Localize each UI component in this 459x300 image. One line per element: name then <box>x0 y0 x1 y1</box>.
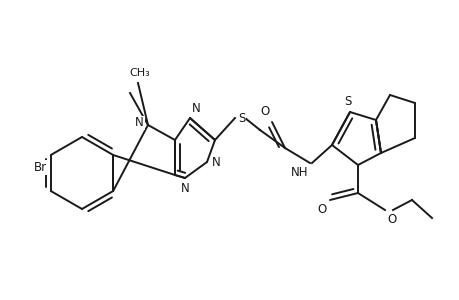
Text: O: O <box>260 105 269 118</box>
Text: N: N <box>212 155 220 169</box>
Text: O: O <box>317 203 326 216</box>
Text: CH₃: CH₃ <box>129 68 150 78</box>
Text: Br: Br <box>34 161 47 174</box>
Text: NH: NH <box>290 166 308 179</box>
Text: N: N <box>135 116 144 130</box>
Text: N: N <box>191 102 200 115</box>
Text: O: O <box>386 213 395 226</box>
Text: N: N <box>180 182 189 195</box>
Text: S: S <box>344 95 351 108</box>
Text: S: S <box>237 112 245 124</box>
